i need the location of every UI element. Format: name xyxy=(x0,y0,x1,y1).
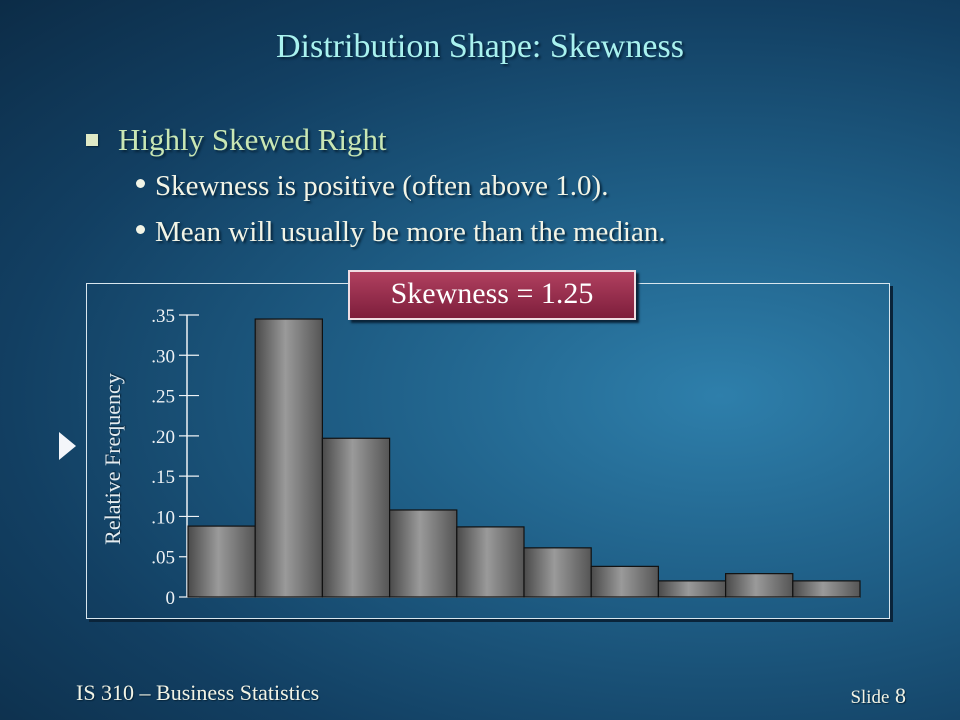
y-tick-label: .30 xyxy=(151,346,175,367)
y-tick-label: .05 xyxy=(151,548,175,569)
y-tick-label: .10 xyxy=(151,507,175,528)
y-axis-label: Relative Frequency xyxy=(100,373,125,545)
histogram-bar xyxy=(590,565,660,598)
dot-bullet-icon xyxy=(136,224,145,234)
histogram-bar xyxy=(523,547,592,598)
skewness-badge: Skewness = 1.25 xyxy=(348,270,636,320)
y-tick-label: .35 xyxy=(151,306,175,327)
sub-bullet: Mean will usually be more than the media… xyxy=(136,216,666,249)
sub-bullet-text: Mean will usually be more than the media… xyxy=(155,216,666,248)
dot-bullet-icon xyxy=(136,178,145,188)
y-tick-label: .20 xyxy=(151,427,175,448)
slide-title: Distribution Shape: Skewness xyxy=(276,28,684,65)
histogram-bar xyxy=(389,509,458,598)
histogram-bar xyxy=(187,525,256,598)
histogram-bar xyxy=(792,580,861,598)
sub-bullet: Skewness is positive (often above 1.0). xyxy=(136,170,608,203)
histogram-bar xyxy=(254,318,323,598)
histogram-bar xyxy=(321,437,391,598)
y-tick-label: .15 xyxy=(151,467,175,488)
y-tick-label: 0 xyxy=(166,588,176,609)
histogram-bar xyxy=(724,573,794,598)
slide-label: Slide xyxy=(850,687,890,708)
square-bullet-icon xyxy=(86,133,98,146)
play-icon[interactable] xyxy=(59,432,76,460)
sub-bullet-text: Skewness is positive (often above 1.0). xyxy=(155,170,609,202)
course-footer: IS 310 – Business Statistics xyxy=(76,680,320,705)
main-bullet-text: Highly Skewed Right xyxy=(118,122,387,157)
y-tick-label: .25 xyxy=(151,387,175,408)
slide-number: Slide 8 xyxy=(850,683,906,709)
slide-number-value: 8 xyxy=(895,683,906,708)
histogram-bar xyxy=(456,526,525,598)
histogram-bar xyxy=(657,580,727,598)
main-bullet: Highly Skewed Right xyxy=(86,122,387,158)
